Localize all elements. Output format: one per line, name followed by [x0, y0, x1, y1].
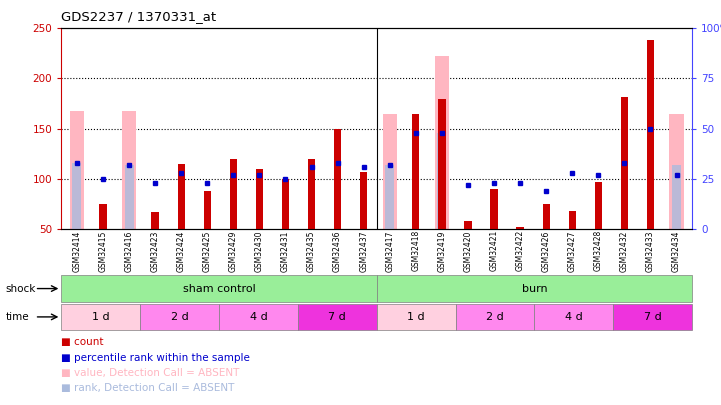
Bar — [569, 211, 576, 229]
Text: burn: burn — [521, 284, 547, 294]
Bar — [308, 159, 315, 229]
Bar — [385, 165, 394, 229]
Bar — [516, 227, 523, 229]
Text: ■ count: ■ count — [61, 337, 104, 347]
Bar — [256, 168, 263, 229]
Text: 1 d: 1 d — [92, 312, 110, 322]
Bar — [412, 113, 420, 229]
Text: 2 d: 2 d — [171, 312, 188, 322]
Bar — [647, 40, 654, 229]
Bar — [61, 304, 140, 330]
Bar — [203, 191, 211, 229]
Bar — [61, 275, 377, 302]
Text: ■ percentile rank within the sample: ■ percentile rank within the sample — [61, 353, 250, 362]
Bar — [534, 304, 614, 330]
Bar — [456, 304, 534, 330]
Bar — [125, 165, 133, 229]
Bar — [70, 111, 84, 229]
Bar — [72, 163, 81, 229]
Bar — [621, 96, 628, 229]
Bar — [464, 221, 472, 229]
Bar — [542, 204, 550, 229]
Bar — [438, 132, 446, 229]
Bar — [177, 164, 185, 229]
Text: ■ value, Detection Call = ABSENT: ■ value, Detection Call = ABSENT — [61, 368, 239, 378]
Bar — [99, 204, 107, 229]
Bar — [490, 189, 497, 229]
Bar — [614, 304, 692, 330]
Bar — [151, 212, 159, 229]
Bar — [140, 304, 219, 330]
Text: 4 d: 4 d — [565, 312, 583, 322]
Text: sham control: sham control — [182, 284, 255, 294]
Bar — [377, 275, 692, 302]
Text: time: time — [6, 312, 30, 322]
Text: GDS2237 / 1370331_at: GDS2237 / 1370331_at — [61, 10, 216, 23]
Text: 1 d: 1 d — [407, 312, 425, 322]
Bar — [219, 304, 298, 330]
Bar — [669, 113, 684, 229]
Text: 7 d: 7 d — [644, 312, 662, 322]
Text: 4 d: 4 d — [249, 312, 267, 322]
Bar — [438, 98, 446, 229]
Bar — [298, 304, 377, 330]
Text: 7 d: 7 d — [329, 312, 346, 322]
Text: ■ rank, Detection Call = ABSENT: ■ rank, Detection Call = ABSENT — [61, 384, 234, 393]
Bar — [435, 56, 449, 229]
Text: shock: shock — [6, 284, 36, 294]
Bar — [122, 111, 136, 229]
Bar — [230, 159, 237, 229]
Bar — [383, 113, 397, 229]
Bar — [595, 182, 602, 229]
Bar — [672, 165, 681, 229]
Bar — [377, 304, 456, 330]
Text: 2 d: 2 d — [486, 312, 504, 322]
Bar — [334, 129, 341, 229]
Bar — [360, 172, 367, 229]
Bar — [282, 179, 289, 229]
